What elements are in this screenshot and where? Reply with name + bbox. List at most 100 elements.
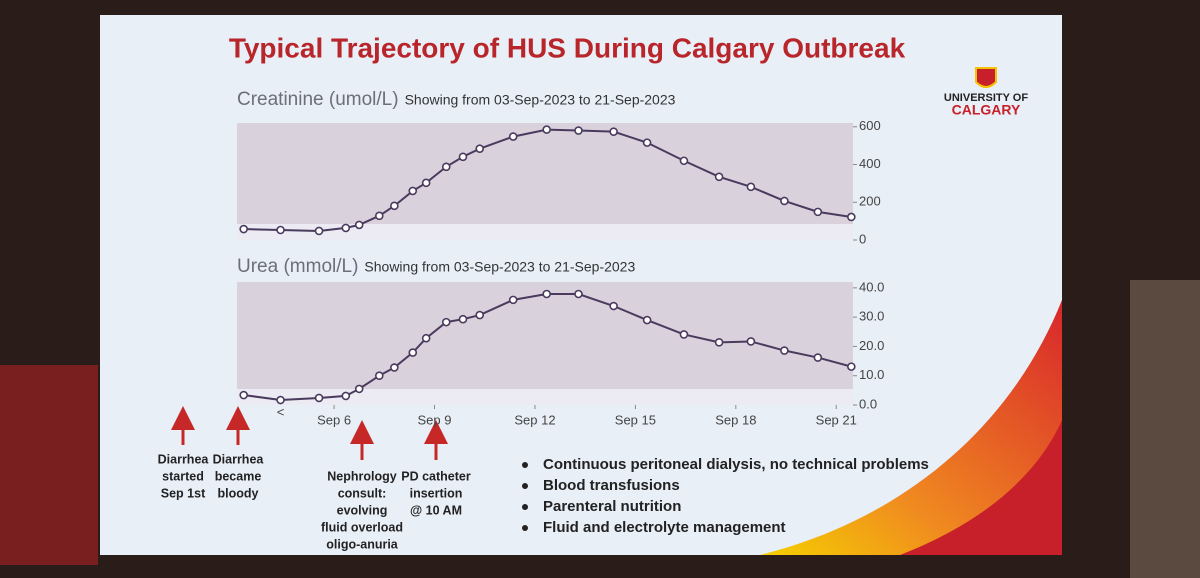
data-point xyxy=(354,220,364,230)
slide-swoosh xyxy=(900,420,1062,555)
logo-text: CALGARY xyxy=(952,102,1021,118)
data-point xyxy=(475,144,485,153)
data-point xyxy=(642,315,652,325)
bullet-dot xyxy=(522,504,528,510)
annotation: fluid overload xyxy=(321,520,403,534)
data-point xyxy=(780,196,789,206)
data-point xyxy=(276,225,285,235)
y-tick-label: 0.0 xyxy=(859,396,877,411)
data-point xyxy=(574,289,583,299)
x-tick-label: Sep 6 xyxy=(317,412,351,427)
annotation: Nephrology xyxy=(327,469,396,483)
data-point xyxy=(542,289,551,299)
data-point xyxy=(813,353,823,362)
data-point xyxy=(390,201,399,211)
room-panel xyxy=(1130,280,1200,578)
x-tick-label: Sep 12 xyxy=(514,412,555,427)
room-panel xyxy=(0,365,98,565)
data-point xyxy=(374,211,384,221)
data-point xyxy=(746,337,756,346)
y-tick-label: 400 xyxy=(859,156,881,171)
bullet-dot xyxy=(522,525,528,531)
data-point xyxy=(341,223,351,233)
data-point xyxy=(847,212,856,222)
logo-text: UNIVERSITY OF xyxy=(944,92,1028,104)
annotation: oligo-anuria xyxy=(326,537,399,551)
data-point xyxy=(609,127,618,136)
y-tick-label: 40.0 xyxy=(859,279,884,294)
x-tick-label: Sep 9 xyxy=(418,412,452,427)
annotation: Sep 1st xyxy=(161,486,206,500)
data-point xyxy=(239,390,248,400)
data-point xyxy=(475,310,485,320)
data-point xyxy=(441,162,451,172)
data-point xyxy=(314,393,324,403)
bullet-dot xyxy=(522,462,528,468)
data-point xyxy=(847,362,856,371)
arrows xyxy=(171,406,448,460)
y-tick-label: 200 xyxy=(859,194,881,209)
data-point xyxy=(390,363,399,372)
annotation: consult: xyxy=(338,486,387,500)
data-point xyxy=(679,330,689,339)
chart-title: Creatinine (umol/L) xyxy=(237,89,399,110)
data-point xyxy=(341,391,351,401)
data-point xyxy=(239,224,248,234)
data-point xyxy=(408,348,418,357)
data-point xyxy=(714,338,724,347)
x-tick-label: Sep 21 xyxy=(816,412,857,427)
slide-title: Typical Trajectory of HUS During Calgary… xyxy=(229,32,906,63)
chart-title: Urea (mmol/L) xyxy=(237,256,358,277)
data-point xyxy=(813,207,823,217)
plot-area xyxy=(237,123,853,240)
annotation: started xyxy=(162,469,204,483)
annotation: PD catheter xyxy=(401,469,471,483)
data-point xyxy=(458,314,468,324)
data-point xyxy=(374,371,384,381)
annotation: Diarrhea xyxy=(158,452,210,466)
x-tick-label: Sep 15 xyxy=(615,412,656,427)
data-point xyxy=(746,182,756,192)
y-tick-label: 20.0 xyxy=(859,338,884,353)
x-tick-label: Sep 18 xyxy=(715,412,756,427)
data-point xyxy=(780,346,789,355)
annotation: became xyxy=(215,469,262,483)
bullet-dot xyxy=(522,483,528,489)
data-point xyxy=(421,333,431,343)
data-point xyxy=(609,301,618,311)
y-tick-label: 10.0 xyxy=(859,367,884,382)
chart-subtitle: Showing from 03-Sep-2023 to 21-Sep-2023 xyxy=(405,92,676,108)
data-point xyxy=(354,384,364,394)
point-marker: < xyxy=(277,404,285,419)
data-point xyxy=(408,186,418,196)
bullet-text: Fluid and electrolyte management xyxy=(543,519,786,536)
plot-band xyxy=(237,389,853,405)
data-point xyxy=(714,172,724,182)
data-point xyxy=(276,395,285,405)
data-point xyxy=(642,138,652,147)
bullet-text: Blood transfusions xyxy=(543,477,680,494)
data-point xyxy=(458,152,468,162)
annotation: Diarrhea xyxy=(213,452,265,466)
y-tick-label: 30.0 xyxy=(859,309,884,324)
data-point xyxy=(542,125,551,134)
logo-crest xyxy=(975,67,997,88)
data-point xyxy=(508,132,518,141)
annotation: bloody xyxy=(218,486,259,500)
bullet-text: Continuous peritoneal dialysis, no techn… xyxy=(543,456,929,473)
annotation: @ 10 AM xyxy=(410,503,462,517)
chart-subtitle: Showing from 03-Sep-2023 to 21-Sep-2023 xyxy=(364,259,635,275)
data-point xyxy=(574,126,583,135)
annotation: evolving xyxy=(337,503,388,517)
y-tick-label: 600 xyxy=(859,118,881,133)
y-tick-label: 0 xyxy=(859,231,866,246)
data-point xyxy=(508,295,518,305)
data-point xyxy=(441,317,451,327)
annotation: insertion xyxy=(410,486,463,500)
slide-swoosh xyxy=(760,300,1062,555)
plot-band xyxy=(237,224,853,240)
bullet-text: Parenteral nutrition xyxy=(543,498,681,515)
data-point xyxy=(679,156,689,166)
data-point xyxy=(421,178,431,188)
